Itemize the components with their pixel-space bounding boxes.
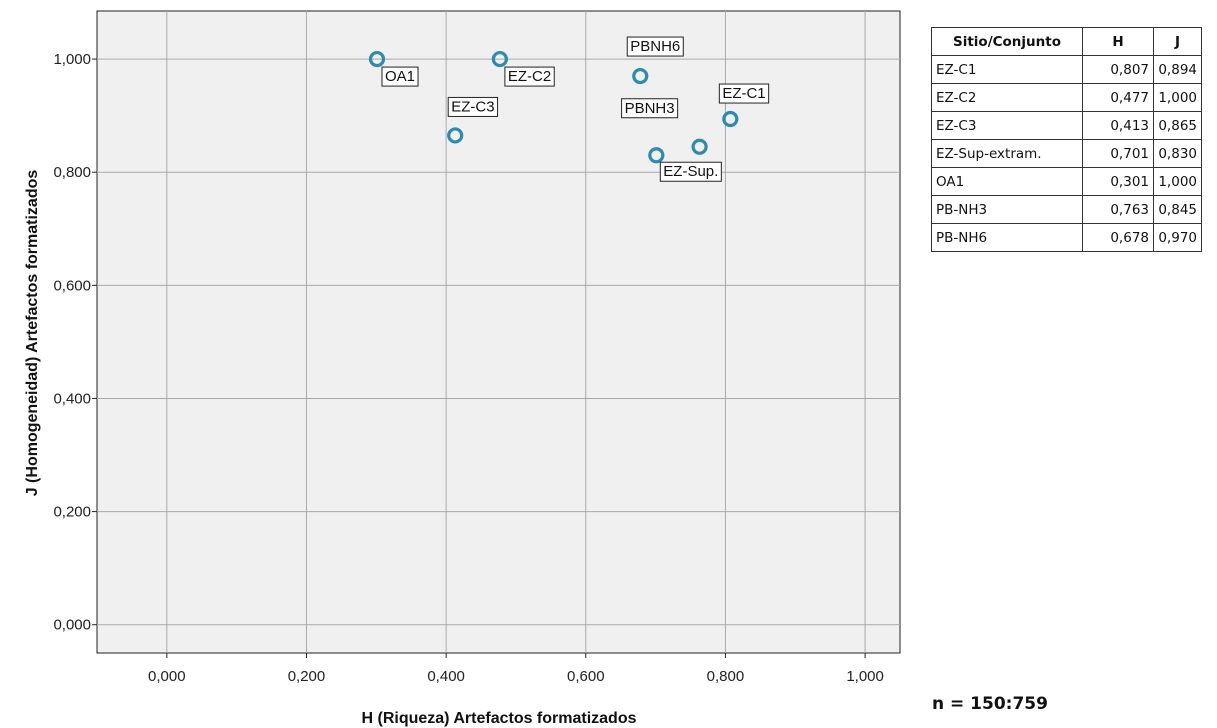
y-tick-label: 0,600 (53, 277, 91, 294)
data-point (722, 110, 739, 128)
table-row: EZ-C2 0,477 1,000 (931, 83, 1202, 112)
sample-size-note: n = 150:759 (932, 694, 1048, 714)
table-row: OA1 0,301 1,000 (931, 167, 1202, 196)
table-row: PB-NH6 0,678 0,970 (931, 223, 1202, 252)
x-tick-label: 0,000 (148, 668, 186, 685)
x-axis-title: H (Riqueza) Artefactos formatizados (362, 710, 637, 727)
y-tick-label: 1,000 (53, 51, 91, 68)
table-row: EZ-Sup-extram. 0,701 0,830 (931, 139, 1202, 168)
y-axis-title: J (Homogeneidad) Artefactos formatizados (24, 170, 41, 497)
y-tick-label: 0,800 (53, 164, 91, 181)
point-label: EZ-C3 (447, 96, 499, 117)
point-label: PBNH6 (626, 36, 684, 57)
point-label-text: EZ-Sup. (663, 163, 718, 180)
data-point (368, 50, 386, 68)
point-label: PBNH3 (621, 98, 679, 119)
scatter-chart: 0,000 0,200 0,400 0,600 0,800 1,000 0,000 0,200… (24, 10, 901, 727)
point-label-box (659, 161, 722, 182)
cell-j: 0,845 (1153, 195, 1202, 224)
cell-h: 0,701 (1082, 139, 1154, 168)
point-label-box (626, 36, 684, 57)
data-point (648, 147, 665, 164)
data-point (691, 138, 708, 155)
point-label: EZ-C2 (504, 66, 555, 87)
data-point (632, 67, 649, 85)
data-point (491, 50, 508, 68)
y-tick-label: 0,400 (53, 390, 91, 407)
point-label-text: PBNH3 (625, 100, 675, 117)
cell-site: EZ-C2 (931, 83, 1083, 112)
x-tick-label: 0,800 (707, 668, 745, 685)
table-row: PB-NH3 0,763 0,845 (931, 195, 1202, 224)
point-label-box (504, 66, 555, 87)
cell-h: 0,301 (1082, 167, 1154, 196)
point-label-text: EZ-C1 (722, 85, 765, 102)
cell-h: 0,763 (1082, 195, 1154, 224)
gridlines (92, 11, 900, 658)
header-site: Sitio/Conjunto (931, 27, 1083, 56)
cell-site: EZ-Sup-extram. (931, 139, 1083, 168)
point-label: EZ-Sup. (659, 161, 722, 182)
plot-area (96, 10, 901, 654)
point-label-text: PBNH6 (630, 38, 680, 55)
table-header-row: Sitio/Conjunto H J (931, 27, 1202, 56)
header-j: J (1153, 27, 1202, 56)
cell-j: 0,865 (1153, 111, 1202, 140)
point-label-text: EZ-C3 (451, 98, 494, 115)
y-tick-label: 0,000 (53, 617, 91, 634)
values-table: Sitio/Conjunto H J EZ-C1 0,807 0,894 EZ-… (931, 27, 1202, 252)
tick-labels: 0,000 0,200 0,400 0,600 0,800 1,000 0,000 0,200… (53, 51, 883, 685)
cell-site: EZ-C3 (931, 111, 1083, 140)
point-label-box (447, 96, 499, 117)
cell-h: 0,807 (1082, 55, 1154, 84)
cell-j: 1,000 (1153, 83, 1202, 112)
point-label: EZ-C1 (718, 83, 770, 104)
cell-j: 0,970 (1153, 223, 1202, 252)
data-points: OA1 EZ-C2 PBNH6 EZ-C1 EZ-C3 PBNH3 EZ-Sup. (368, 36, 770, 182)
cell-site: PB-NH6 (931, 223, 1083, 252)
point-label: OA1 (381, 66, 419, 87)
point-label-box (621, 98, 679, 119)
y-tick-label: 0,200 (53, 504, 91, 521)
table-row: EZ-C1 0,807 0,894 (931, 55, 1202, 84)
cell-h: 0,477 (1082, 83, 1154, 112)
x-tick-label: 1,000 (846, 668, 884, 685)
point-label-text: OA1 (385, 68, 415, 85)
header-h: H (1082, 27, 1154, 56)
cell-site: OA1 (931, 167, 1083, 196)
point-label-box (718, 83, 770, 104)
table-row: EZ-C3 0,413 0,865 (931, 111, 1202, 140)
cell-h: 0,413 (1082, 111, 1154, 140)
cell-h: 0,678 (1082, 223, 1154, 252)
x-tick-label: 0,600 (567, 668, 605, 685)
x-tick-label: 0,200 (288, 668, 326, 685)
cell-j: 1,000 (1153, 167, 1202, 196)
x-tick-label: 0,400 (427, 668, 465, 685)
point-label-text: EZ-C2 (508, 68, 551, 85)
data-point (447, 127, 464, 144)
cell-site: EZ-C1 (931, 55, 1083, 84)
cell-j: 0,894 (1153, 55, 1202, 84)
point-label-box (381, 66, 419, 87)
cell-site: PB-NH3 (931, 195, 1083, 224)
cell-j: 0,830 (1153, 139, 1202, 168)
